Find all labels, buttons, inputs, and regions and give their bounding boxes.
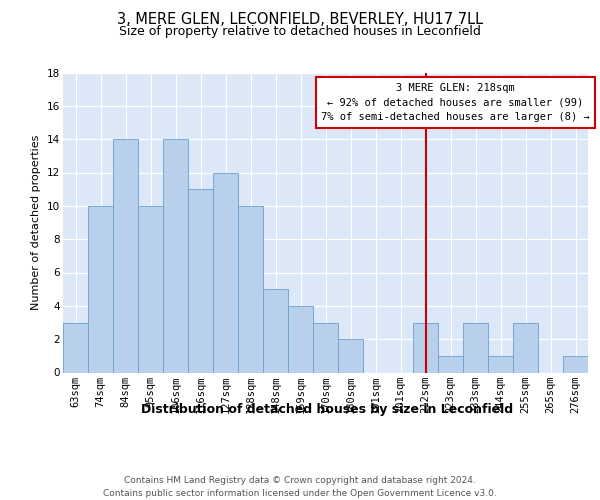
Bar — [163, 139, 188, 372]
Bar — [313, 322, 338, 372]
Text: Contains HM Land Registry data © Crown copyright and database right 2024.
Contai: Contains HM Land Registry data © Crown c… — [103, 476, 497, 498]
Bar — [263, 289, 288, 372]
Bar — [513, 322, 538, 372]
Bar — [238, 206, 263, 372]
Bar — [413, 322, 438, 372]
Bar — [488, 356, 513, 372]
Bar — [88, 206, 113, 372]
Bar — [113, 139, 138, 372]
Bar — [563, 356, 588, 372]
Bar — [288, 306, 313, 372]
Text: Size of property relative to detached houses in Leconfield: Size of property relative to detached ho… — [119, 25, 481, 38]
Bar — [463, 322, 488, 372]
Text: 3, MERE GLEN, LECONFIELD, BEVERLEY, HU17 7LL: 3, MERE GLEN, LECONFIELD, BEVERLEY, HU17… — [117, 12, 483, 28]
Bar — [138, 206, 163, 372]
Bar — [213, 172, 238, 372]
Y-axis label: Number of detached properties: Number of detached properties — [31, 135, 41, 310]
Bar — [438, 356, 463, 372]
Bar — [63, 322, 88, 372]
Bar — [338, 339, 363, 372]
Bar — [188, 189, 213, 372]
Text: Distribution of detached houses by size in Leconfield: Distribution of detached houses by size … — [141, 402, 513, 415]
Text: 3 MERE GLEN: 218sqm
← 92% of detached houses are smaller (99)
7% of semi-detache: 3 MERE GLEN: 218sqm ← 92% of detached ho… — [321, 82, 590, 122]
